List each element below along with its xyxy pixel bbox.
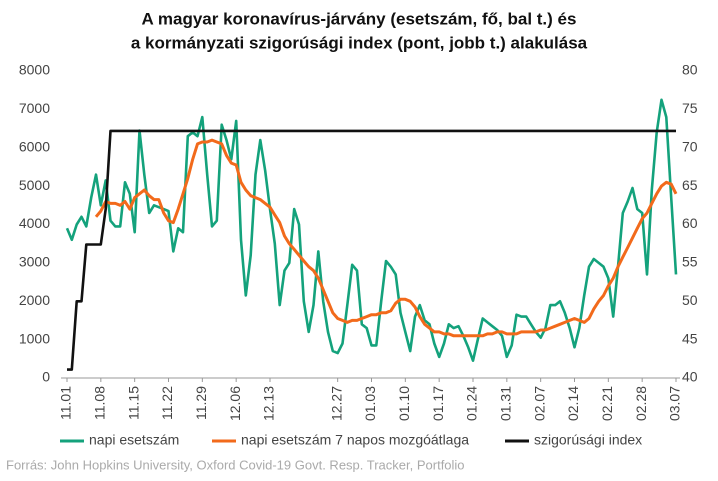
line-series [94, 138, 678, 338]
x-tick-label: 02.28 [633, 386, 649, 421]
source: Forrás: John Hopkins University, Oxford … [6, 457, 465, 472]
legend-label: szigorúsági index [534, 432, 642, 448]
x-tick-label: 01.10 [396, 386, 412, 421]
line-series [65, 98, 678, 362]
chart-title: A magyar koronavírus-járvány (esetszám, … [142, 9, 577, 28]
y-tick-label: 6000 [19, 138, 50, 154]
x-tick-label: 02.21 [599, 386, 615, 421]
x-tick-label: 11.08 [92, 386, 108, 420]
x-tick-label: 11.29 [193, 386, 209, 420]
y-tick-label: 0 [42, 369, 50, 385]
x-tick-label: 01.03 [362, 386, 378, 421]
x-tick-label: 02.14 [565, 386, 581, 421]
y2-tick-label: 80 [682, 62, 698, 78]
y-tick-label: 2000 [19, 292, 50, 308]
x-tick-label: 01.31 [498, 386, 514, 421]
y-tick-label: 7000 [19, 100, 50, 116]
y-tick-label: 8000 [19, 62, 50, 78]
x-tick-label: 12.27 [328, 386, 344, 421]
y-tick-label: 5000 [19, 177, 50, 193]
y2-tick-label: 75 [682, 100, 698, 116]
y-tick-label: 3000 [19, 254, 50, 270]
legend-label: napi esetszám [89, 432, 179, 448]
y2-tick-label: 40 [682, 369, 698, 385]
x-tick-label: 02.07 [531, 386, 547, 421]
y2-tick-label: 65 [682, 177, 698, 193]
y2-tick-label: 60 [682, 215, 698, 231]
x-tick-label: 12.06 [227, 386, 243, 421]
x-tick-label: 01.24 [464, 386, 480, 421]
x-tick-label: 11.15 [125, 386, 141, 420]
y2-tick-label: 70 [682, 138, 698, 154]
y2-tick-label: 45 [682, 330, 698, 346]
x-tick-label: 11.01 [58, 386, 74, 420]
x-tick-label: 11.22 [159, 386, 175, 420]
x-tick-label: 03.07 [667, 386, 683, 421]
y-tick-label: 4000 [19, 215, 50, 231]
y2-tick-label: 50 [682, 292, 698, 308]
x-tick-label: 01.17 [430, 386, 446, 421]
line-series [67, 129, 676, 371]
chart-title: a kormányzati szigorúsági index (pont, j… [131, 33, 588, 52]
legend-label: napi esetszám 7 napos mozgóátlaga [241, 432, 469, 448]
x-tick-label: 12.13 [261, 386, 277, 421]
y-tick-label: 1000 [19, 330, 50, 346]
y2-tick-label: 55 [682, 254, 698, 270]
